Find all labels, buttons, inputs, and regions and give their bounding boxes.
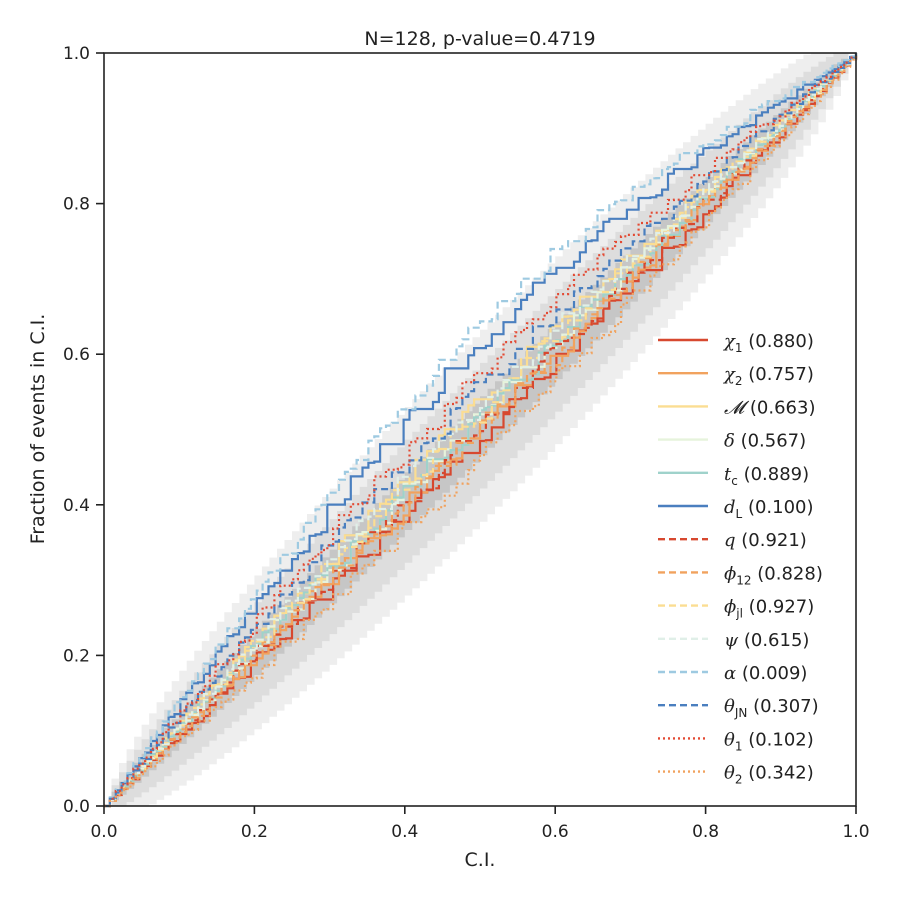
series-line-9 (104, 53, 858, 808)
legend-entry: tc (0.889) (724, 464, 809, 488)
plot-frame (103, 52, 857, 807)
x-tick-label: 0.4 (391, 822, 418, 842)
series-line-13 (104, 53, 858, 808)
legend-entry: ϕ12 (0.828) (724, 563, 823, 587)
y-tick-label: 0.4 (63, 496, 90, 516)
x-tick-label: 0.0 (90, 822, 117, 842)
legend-entry: ϕjl (0.927) (724, 597, 814, 621)
legend-entry: ψ (0.615) (724, 630, 809, 651)
legend-entry: θ1 (0.102) (724, 729, 814, 753)
x-axis-ticks: 0.0 0.2 0.4 0.6 0.8 1.0 (90, 806, 870, 842)
x-tick-label: 1.0 (842, 822, 869, 842)
x-axis-label: C.I. (465, 849, 496, 871)
legend-entry: q (0.921) (724, 530, 807, 551)
x-tick-label: 0.6 (542, 822, 569, 842)
legend-entry: θJN (0.307) (724, 696, 819, 720)
legend-entry: χ1 (0.880) (722, 331, 814, 355)
x-tick-label: 0.2 (241, 822, 268, 842)
y-tick-label: 0.0 (63, 797, 90, 817)
y-tick-label: 1.0 (63, 44, 90, 64)
y-axis-ticks: 0.0 0.2 0.4 0.6 0.8 1.0 (63, 44, 104, 817)
y-tick-label: 0.6 (63, 345, 90, 365)
series-line-8 (104, 53, 858, 808)
legend-entry: α (0.009) (724, 663, 807, 684)
legend: χ1 (0.880) χ2 (0.757) 𝓜 (0.663) δ (0.567) tc… (658, 331, 823, 787)
legend-entry: θ2 (0.342) (724, 763, 814, 787)
y-axis-label: Fraction of events in C.I. (27, 314, 49, 545)
legend-entry: 𝓜 (0.663) (724, 397, 815, 418)
series-lines (104, 53, 858, 808)
legend-entry: χ2 (0.757) (722, 364, 814, 388)
x-tick-label: 0.8 (692, 822, 719, 842)
series-line-10 (104, 53, 858, 808)
legend-entry: δ (0.567) (724, 431, 806, 452)
chart-title: N=128, p-value=0.4719 (364, 28, 595, 50)
legend-entry: dL (0.100) (724, 497, 814, 521)
y-tick-label: 0.2 (63, 646, 90, 666)
y-tick-label: 0.8 (63, 195, 90, 215)
